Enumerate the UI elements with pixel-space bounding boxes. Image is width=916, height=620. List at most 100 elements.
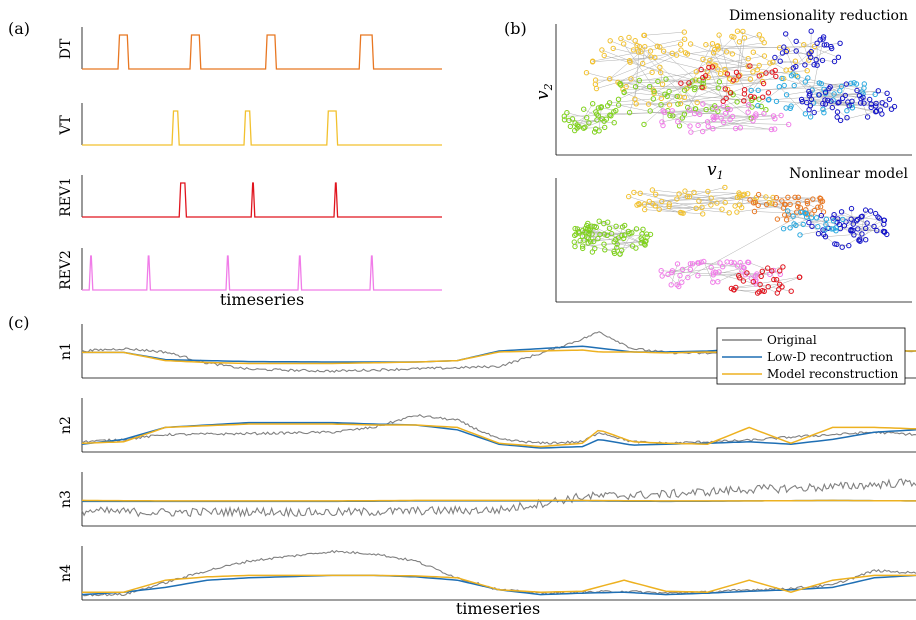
scatter-point: [601, 52, 607, 59]
scatter-point: [707, 57, 713, 64]
scatter-point: [837, 88, 843, 94]
scatter-point: [744, 270, 750, 276]
scatter-point: [818, 212, 824, 219]
scatter-point: [826, 85, 832, 92]
scatter-point: [861, 85, 867, 91]
scatter-point: [727, 106, 733, 113]
scatter-point: [839, 244, 845, 250]
scatter-point: [652, 54, 658, 61]
scatter-point: [755, 103, 761, 109]
scatter-point: [623, 83, 629, 90]
scatter-point: [795, 200, 801, 207]
scatter-point: [734, 209, 740, 215]
scatter-point: [751, 208, 758, 215]
scatter-point: [846, 242, 852, 249]
scatter-point: [868, 104, 874, 111]
scatter-point: [692, 84, 698, 91]
panel-b-ylabel: v2: [533, 83, 555, 100]
scatter-point: [651, 90, 657, 97]
scatter-point: [776, 286, 782, 292]
scatter-point: [783, 67, 789, 73]
scatter-point: [587, 226, 594, 232]
scatter-point: [818, 196, 824, 202]
scatter-point: [681, 29, 687, 35]
scatter-point: [621, 89, 627, 95]
scatter-point: [848, 205, 855, 212]
scatter-point: [728, 285, 735, 292]
scatter-point: [635, 49, 642, 55]
scatter-point: [799, 99, 805, 105]
scatter-point: [613, 107, 619, 114]
trajectory-lines: [574, 187, 887, 294]
scatter-point: [615, 102, 622, 108]
scatter-point: [646, 198, 652, 205]
scatter-point: [626, 34, 632, 41]
scatter-point: [722, 110, 729, 117]
scatter-point: [880, 228, 887, 235]
scatter-point: [695, 273, 701, 279]
pulse-row-label: REV1: [58, 177, 74, 217]
scatter-point: [747, 63, 753, 69]
scatter-point: [765, 265, 771, 271]
scatter-point: [856, 237, 862, 244]
scatter-point: [837, 40, 843, 46]
scatter-point: [760, 94, 766, 100]
scatter-point: [804, 201, 811, 207]
scatter-point: [590, 101, 596, 107]
scatter-point: [722, 86, 728, 92]
scatter-point: [831, 58, 838, 65]
panel-b-bottom-title: Nonlinear model: [789, 166, 908, 182]
scatter-point: [709, 41, 716, 47]
scatter-point: [669, 108, 675, 114]
scatter-point: [651, 88, 657, 95]
scatter-point: [620, 86, 626, 93]
scatter-point: [801, 42, 807, 48]
scatter-point: [702, 73, 709, 79]
scatter-point: [673, 52, 680, 58]
trace-panel-label: n2: [58, 416, 74, 434]
scatter-point: [804, 198, 810, 205]
scatter-point: [808, 215, 815, 221]
scatter-point: [660, 108, 666, 114]
panel-b-top-scatter: [561, 28, 898, 135]
scatter-point: [687, 83, 693, 89]
scatter-point: [859, 231, 865, 237]
scatter-point: [674, 196, 680, 202]
scatter-point: [611, 120, 617, 126]
scatter-point: [888, 106, 895, 112]
scatter-point: [835, 54, 842, 60]
scatter-point: [741, 91, 748, 97]
scatter-point: [837, 117, 844, 124]
scatter-point: [678, 47, 684, 53]
trace-panel-label: n1: [58, 342, 74, 360]
scatter-point: [736, 190, 742, 196]
scatter-point: [760, 80, 767, 87]
scatter-point: [659, 198, 665, 205]
scatter-point: [808, 54, 814, 60]
scatter-point: [806, 219, 812, 226]
scatter-point: [745, 109, 751, 115]
trace-panel-n4: n4: [58, 546, 916, 601]
scatter-point: [725, 107, 731, 113]
scatter-point: [729, 113, 736, 120]
scatter-point: [755, 202, 761, 209]
scatter-point: [692, 106, 699, 112]
scatter-point: [653, 191, 659, 198]
scatter-point: [817, 204, 824, 210]
scatter-point: [580, 245, 586, 252]
scatter-point: [714, 43, 720, 50]
scatter-point: [636, 43, 643, 50]
scatter-point: [694, 99, 700, 106]
scatter-point: [644, 234, 650, 240]
scatter-point: [819, 57, 826, 64]
scatter-point: [818, 81, 824, 87]
scatter-point: [688, 129, 694, 135]
scatter-point: [709, 64, 716, 70]
scatter-point: [722, 66, 728, 73]
scatter-point: [675, 119, 681, 125]
scatter-point: [820, 106, 826, 113]
scatter-point: [787, 225, 793, 231]
scatter-point: [679, 279, 685, 285]
scatter-point: [769, 200, 775, 207]
scatter-point: [580, 227, 586, 234]
